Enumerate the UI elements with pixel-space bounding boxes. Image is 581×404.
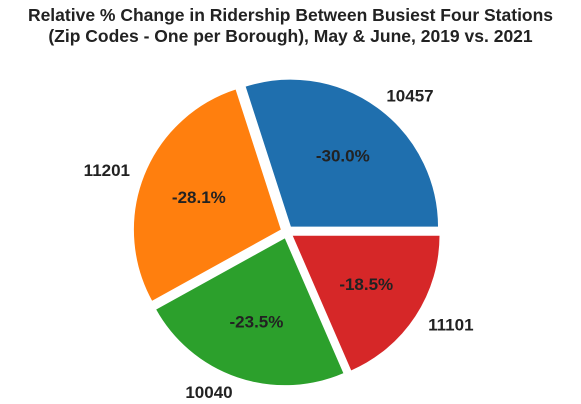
pie-slice-10040 [154,236,345,387]
chart-title: Relative % Change in Ridership Between B… [0,5,581,47]
pie-slice-10457 [244,78,440,228]
slice-category-label: 10457 [386,87,433,106]
pie-slice-11101 [291,234,441,372]
chart-title-line-1: Relative % Change in Ridership Between B… [27,5,554,25]
slice-percent-label: -18.5% [339,275,393,294]
slice-category-label: 11101 [428,316,473,335]
slice-category-label: 10040 [185,383,232,402]
chart-title-line-2: (Zip Codes - One per Borough), May & Jun… [48,26,533,46]
slice-category-label: 11201 [84,161,130,180]
slice-percent-label: -30.0% [316,146,370,165]
slice-percent-label: -28.1% [172,188,226,207]
slice-percent-label: -23.5% [230,313,284,332]
pie-slice-11201 [132,88,283,303]
